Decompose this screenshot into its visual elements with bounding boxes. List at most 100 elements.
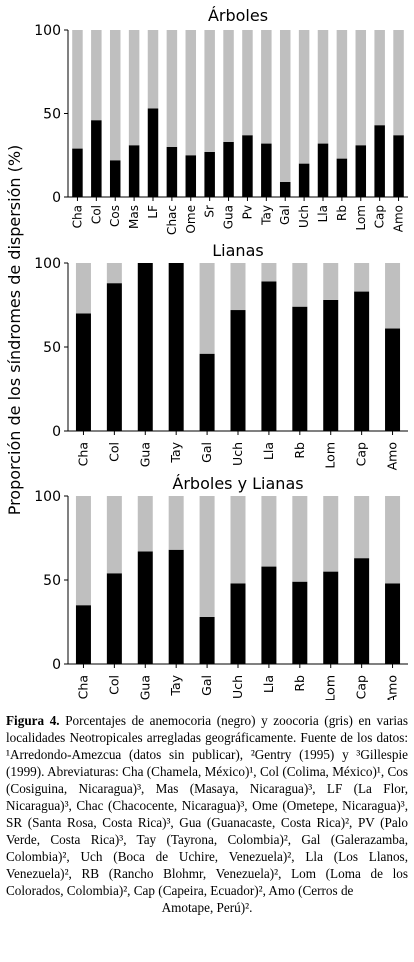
bar-Rb-zoocoria <box>336 30 348 159</box>
x-tick-label: Lom <box>354 205 368 231</box>
chart-title: Árboles y Lianas <box>172 474 303 493</box>
x-tick-label: Uch <box>230 675 245 699</box>
x-tick-label: Cha <box>75 675 90 699</box>
bar-Col-zoocoria <box>106 496 122 574</box>
bar-Sr-zoocoria <box>204 30 215 152</box>
chart-panel-1: Árboles 0 50 100 Cha Col Cos Mas LF Chac Ome Sr Gua P… <box>34 6 408 235</box>
x-tick-label: Amo <box>385 675 400 700</box>
bar-Tay-zoocoria <box>261 30 272 144</box>
x-tick-label: Rb <box>335 205 349 221</box>
bar-Ome-zoocoria <box>185 30 197 156</box>
chart-title: Árboles <box>208 6 268 25</box>
y-axis-label: Proporción de los síndromes de dispersió… <box>5 145 24 516</box>
bar-Cha-zoocoria <box>75 496 91 606</box>
x-tick-label: Col <box>106 442 121 462</box>
bar-Gal-anemocoria <box>279 181 291 197</box>
bar-Cha-zoocoria <box>72 30 83 149</box>
x-tick-label: Lom <box>323 675 338 700</box>
bar-Col-anemocoria <box>106 283 122 431</box>
caption-label: Figura 4. <box>6 713 60 728</box>
bar-Uch-anemocoria <box>298 163 310 197</box>
x-tick-label: Lom <box>323 442 338 469</box>
bar-Pv-zoocoria <box>242 30 253 136</box>
bar-Rb-zoocoria <box>292 263 308 307</box>
x-tick-label: Tay <box>168 441 183 463</box>
bar-Uch-anemocoria <box>230 310 246 431</box>
bar-Gua-anemocoria <box>137 263 153 431</box>
bar-Pv-anemocoria <box>242 135 253 197</box>
bar-Col-zoocoria <box>106 263 122 284</box>
x-tick-label: Gua <box>137 442 152 467</box>
bar-Gal-zoocoria <box>279 30 291 182</box>
bar-Gua-zoocoria <box>137 496 153 552</box>
x-tick-label: Pv <box>240 205 254 219</box>
x-tick-label: Gal <box>199 675 214 696</box>
bar-Col-zoocoria <box>91 30 102 121</box>
bar-Cha-anemocoria <box>75 605 91 664</box>
bar-Gua-zoocoria <box>223 30 234 142</box>
x-tick-label: Gua <box>222 205 236 229</box>
x-tick-label: Gua <box>137 675 152 700</box>
bar-Lom-anemocoria <box>323 571 339 664</box>
x-tick-label: Cha <box>70 205 84 228</box>
y-tick-label: 0 <box>52 424 61 440</box>
bar-Cha-anemocoria <box>75 313 91 431</box>
bar-Amo-zoocoria <box>393 30 404 136</box>
bar-Gua-anemocoria <box>137 551 153 664</box>
x-tick-label: Cap <box>373 205 387 228</box>
x-tick-label: Cos <box>108 205 122 227</box>
x-tick-label: Chac <box>165 205 179 235</box>
x-tick-label: Col <box>89 205 103 224</box>
bar-Lom-zoocoria <box>323 263 339 300</box>
bar-Uch-zoocoria <box>230 263 246 311</box>
chart-panel-3: Árboles y Lianas 0 50 100 Cha Col Gua Tay Gal Uch… <box>34 474 408 700</box>
x-tick-label: Lla <box>316 205 330 222</box>
bar-Mas-zoocoria <box>128 30 140 146</box>
bar-Rb-zoocoria <box>292 496 308 582</box>
bar-Amo-anemocoria <box>385 328 401 431</box>
bar-Tay-anemocoria <box>168 549 184 664</box>
bar-Uch-zoocoria <box>230 496 246 584</box>
x-tick-label: Sr <box>203 205 217 218</box>
x-tick-label: Gal <box>278 205 292 225</box>
bar-Lla-zoocoria <box>261 263 277 282</box>
bar-Gua-anemocoria <box>223 141 234 197</box>
bar-Lom-anemocoria <box>355 145 367 197</box>
bar-Cha-zoocoria <box>75 263 91 314</box>
figure-caption: Figura 4. Porcentajes de anemocoria (neg… <box>6 712 408 916</box>
bar-Col-anemocoria <box>106 573 122 664</box>
bar-Cap-anemocoria <box>354 291 370 431</box>
bar-Gal-anemocoria <box>199 616 215 664</box>
bar-Lom-zoocoria <box>323 496 339 572</box>
y-tick-label: 100 <box>34 489 61 505</box>
bar-Tay-zoocoria <box>168 496 184 550</box>
y-tick-label: 50 <box>43 573 61 589</box>
bar-Amo-anemocoria <box>393 135 404 197</box>
bar-LF-anemocoria <box>147 108 159 197</box>
bar-Tay-anemocoria <box>168 263 184 431</box>
dispersal-syndrome-figure: Proporción de los síndromes de dispersió… <box>5 6 408 700</box>
x-tick-label: Uch <box>230 442 245 466</box>
bar-Cap-anemocoria <box>374 125 385 197</box>
bar-Cap-zoocoria <box>374 30 385 126</box>
caption-text: Porcentajes de anemocoria (negro) y zooc… <box>6 713 408 898</box>
bar-Gal-zoocoria <box>199 496 215 617</box>
x-tick-label: Lla <box>261 442 276 460</box>
bar-Cap-zoocoria <box>354 496 370 559</box>
x-tick-label: Amo <box>385 442 400 470</box>
x-tick-label: Lla <box>261 675 276 693</box>
y-tick-label: 50 <box>43 340 61 356</box>
bar-Uch-anemocoria <box>230 583 246 664</box>
bar-Lla-anemocoria <box>261 281 277 431</box>
bar-Amo-anemocoria <box>385 583 401 664</box>
x-tick-label: Ome <box>184 205 198 234</box>
bar-Tay-anemocoria <box>261 143 272 197</box>
y-tick-label: 100 <box>34 23 61 39</box>
bar-Chac-anemocoria <box>166 146 178 197</box>
bar-Lla-zoocoria <box>317 30 329 144</box>
x-tick-label: Uch <box>297 205 311 228</box>
x-tick-label: Tay <box>259 205 273 226</box>
bar-Sr-anemocoria <box>204 151 215 197</box>
caption-last-line: Amotape, Perú)². <box>161 900 253 915</box>
bar-Cos-zoocoria <box>109 30 121 161</box>
